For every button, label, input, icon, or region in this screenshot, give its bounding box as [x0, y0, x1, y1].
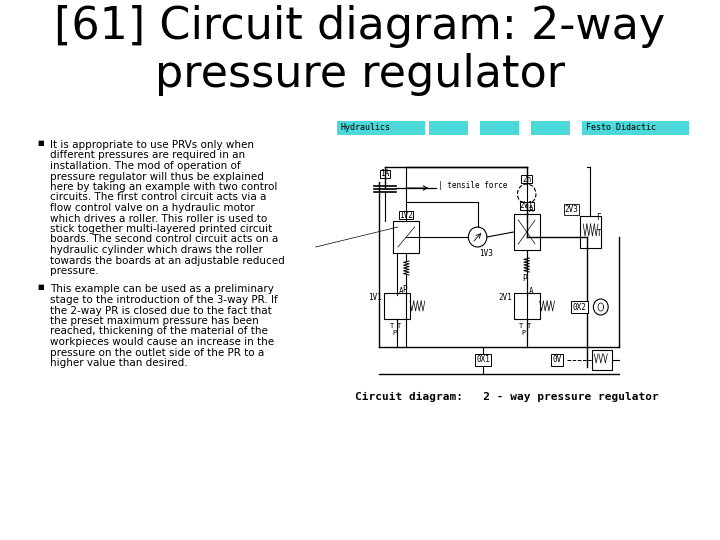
Text: pressure.: pressure.	[50, 266, 99, 276]
Text: [61] Circuit diagram: 2-way
pressure regulator: [61] Circuit diagram: 2-way pressure reg…	[55, 5, 665, 96]
Text: P: P	[392, 330, 397, 336]
Text: P: P	[522, 330, 526, 336]
Text: T: T	[597, 230, 601, 239]
Text: T: T	[519, 323, 523, 329]
Text: stick together multi-layered printed circuit: stick together multi-layered printed cir…	[50, 224, 272, 234]
Text: 2V3: 2V3	[564, 205, 579, 214]
Text: circuits. The first control circuit acts via a: circuits. The first control circuit acts…	[50, 192, 266, 202]
Text: 0X1: 0X1	[476, 355, 490, 364]
Text: A: A	[528, 205, 534, 214]
Text: T: T	[526, 323, 531, 329]
Text: P: P	[402, 285, 407, 294]
Text: This example can be used as a preliminary: This example can be used as a preliminar…	[50, 285, 274, 294]
Text: flow control valve on a hydraulic motor: flow control valve on a hydraulic motor	[50, 203, 255, 213]
Text: | tensile force: | tensile force	[438, 181, 507, 191]
Bar	[520, 202, 534, 210]
Text: hydraulic cylinder which draws the roller: hydraulic cylinder which draws the rolle…	[50, 245, 263, 255]
Text: 2h: 2h	[522, 174, 531, 184]
Bar	[531, 121, 570, 135]
Text: workpieces would cause an increase in the: workpieces would cause an increase in th…	[50, 337, 274, 347]
Text: It is appropriate to use PRVs only when: It is appropriate to use PRVs only when	[50, 140, 253, 150]
Bar	[337, 121, 425, 135]
Text: Hydraulics: Hydraulics	[341, 124, 390, 132]
Text: T: T	[397, 323, 401, 329]
Bar	[429, 121, 468, 135]
Text: towards the boards at an adjustable reduced: towards the boards at an adjustable redu…	[50, 255, 284, 266]
Bar	[384, 293, 410, 319]
Text: pressure regulator will thus be explained: pressure regulator will thus be explaine…	[50, 172, 264, 181]
Text: the preset maximum pressure has been: the preset maximum pressure has been	[50, 316, 258, 326]
Bar	[580, 216, 600, 248]
Bar	[582, 121, 689, 135]
Text: different pressures are required in an: different pressures are required in an	[50, 151, 245, 160]
Text: T: T	[390, 323, 394, 329]
Text: 1A: 1A	[380, 170, 390, 179]
Bar	[393, 221, 419, 253]
Text: 0V: 0V	[553, 355, 562, 364]
Text: Circuit diagram:   2 - way pressure regulator: Circuit diagram: 2 - way pressure regula…	[356, 392, 659, 402]
Text: boards. The second control circuit acts on a: boards. The second control circuit acts …	[50, 234, 278, 245]
Text: ■: ■	[37, 285, 45, 291]
Text: stage to the introduction of the 3-way PR. If: stage to the introduction of the 3-way P…	[50, 295, 277, 305]
Text: higher value than desired.: higher value than desired.	[50, 358, 187, 368]
Text: 2V1: 2V1	[520, 201, 534, 211]
Text: F: F	[597, 213, 601, 222]
Text: A: A	[528, 287, 534, 295]
Text: pressure on the outlet side of the PR to a: pressure on the outlet side of the PR to…	[50, 348, 264, 357]
Text: ■: ■	[37, 140, 45, 146]
Text: reached, thickening of the material of the: reached, thickening of the material of t…	[50, 327, 268, 336]
Text: Festo Didactic: Festo Didactic	[586, 124, 656, 132]
Text: the 2-way PR is closed due to the fact that: the 2-way PR is closed due to the fact t…	[50, 306, 271, 315]
Bar	[379, 170, 390, 178]
Text: 1V2: 1V2	[400, 211, 413, 219]
Text: which drives a roller. This roller is used to: which drives a roller. This roller is us…	[50, 213, 267, 224]
Bar	[592, 350, 612, 370]
Bar	[521, 175, 532, 183]
Bar	[514, 293, 540, 319]
Bar	[514, 214, 540, 250]
Text: 1V3: 1V3	[480, 249, 493, 258]
Text: A: A	[399, 287, 403, 295]
Bar	[399, 211, 413, 219]
Text: 1V1: 1V1	[369, 293, 382, 301]
Text: here by taking an example with two control: here by taking an example with two contr…	[50, 182, 277, 192]
Text: 2V1: 2V1	[498, 293, 512, 301]
Bar	[480, 121, 519, 135]
Text: 0X2: 0X2	[572, 302, 586, 312]
Text: P: P	[523, 274, 527, 283]
Text: installation. The mod of operation of: installation. The mod of operation of	[50, 161, 240, 171]
